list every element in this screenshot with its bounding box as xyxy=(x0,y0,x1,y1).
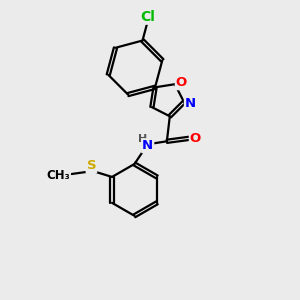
Text: Cl: Cl xyxy=(140,10,155,24)
Text: N: N xyxy=(185,97,196,110)
Text: S: S xyxy=(87,159,96,172)
Text: H: H xyxy=(138,134,147,144)
Text: O: O xyxy=(176,76,187,89)
Text: CH₃: CH₃ xyxy=(46,169,70,182)
Text: N: N xyxy=(142,139,153,152)
Text: O: O xyxy=(190,132,201,145)
